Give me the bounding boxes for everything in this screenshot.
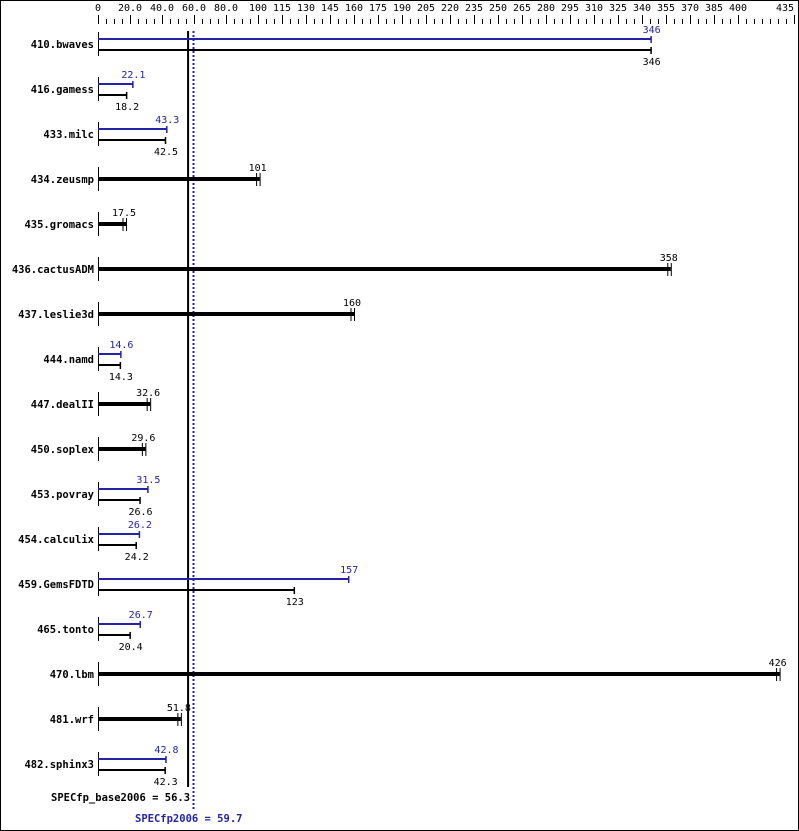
benchmark-label: 434.zeusmp	[31, 174, 94, 186]
axis-tick-label: 115	[273, 3, 291, 14]
benchmark-label: 450.soplex	[31, 444, 95, 456]
axis-tick-label: 205	[417, 3, 435, 14]
base-mean-label: SPECfp_base2006 = 56.3	[51, 792, 190, 804]
axis-tick-label: 160	[345, 3, 363, 14]
benchmark-label: 436.cactusADM	[12, 264, 94, 276]
peak-value-label: 14.6	[109, 340, 133, 351]
axis-tick-label: 250	[489, 3, 507, 14]
base-value-label: 18.2	[115, 102, 139, 113]
benchmark-label: 481.wrf	[50, 714, 94, 726]
benchmark-label: 416.gamess	[31, 84, 94, 96]
axis-tick-label: 400	[729, 3, 747, 14]
peak-value-label: 346	[643, 25, 661, 36]
base-value-label: 101	[249, 163, 267, 174]
base-value-label: 26.6	[129, 507, 153, 518]
base-value-label: 123	[286, 597, 304, 608]
axis-tick-label: 40.0	[150, 3, 174, 14]
base-value-label: 24.2	[125, 552, 149, 563]
axis-tick-label: 130	[297, 3, 315, 14]
benchmark-label: 453.povray	[31, 489, 95, 501]
axis-tick-label: 265	[513, 3, 531, 14]
axis-tick-label: 325	[609, 3, 627, 14]
benchmark-label: 459.GemsFDTD	[18, 579, 94, 591]
axis-tick-label: 20.0	[118, 3, 142, 14]
axis-tick-label: 355	[657, 3, 675, 14]
axis-tick-label: 370	[681, 3, 699, 14]
axis-tick-label: 0	[95, 3, 101, 14]
base-value-label: 20.4	[119, 642, 143, 653]
peak-value-label: 42.8	[154, 745, 178, 756]
benchmark-label: 470.lbm	[50, 669, 94, 681]
axis-tick-label: 235	[465, 3, 483, 14]
base-value-label: 51.8	[167, 703, 191, 714]
base-value-label: 42.5	[154, 147, 178, 158]
base-value-label: 14.3	[109, 372, 133, 383]
axis-tick-label: 60.0	[182, 3, 206, 14]
peak-value-label: 26.7	[129, 610, 153, 621]
axis-tick-label: 80.0	[214, 3, 238, 14]
peak-value-label: 31.5	[136, 475, 160, 486]
peak-mean-label: SPECfp2006 = 59.7	[135, 813, 242, 825]
benchmark-label: 444.namd	[43, 354, 94, 366]
base-value-label: 17.5	[112, 208, 136, 219]
peak-value-label: 22.1	[121, 70, 145, 81]
axis-tick-label: 435	[776, 3, 794, 14]
benchmark-label: 447.dealII	[31, 399, 94, 411]
axis-tick-label: 100	[249, 3, 267, 14]
benchmark-label: 435.gromacs	[24, 219, 94, 231]
base-value-label: 358	[660, 253, 678, 264]
base-value-label: 346	[643, 57, 661, 68]
benchmark-label: 437.leslie3d	[18, 309, 94, 321]
base-value-label: 426	[769, 658, 787, 669]
benchmark-label: 433.milc	[43, 129, 94, 141]
axis-tick-label: 295	[561, 3, 579, 14]
benchmark-label: 482.sphinx3	[24, 759, 94, 771]
axis-tick-label: 340	[633, 3, 651, 14]
base-value-label: 29.6	[131, 433, 155, 444]
benchmark-label: 465.tonto	[37, 624, 94, 636]
benchmark-label: 410.bwaves	[31, 39, 94, 51]
axis-tick-label: 190	[393, 3, 411, 14]
axis-tick-label: 175	[369, 3, 387, 14]
peak-value-label: 26.2	[128, 520, 152, 531]
axis-tick-label: 310	[585, 3, 603, 14]
benchmark-label: 454.calculix	[18, 534, 95, 546]
base-value-label: 42.3	[154, 777, 178, 788]
base-value-label: 32.6	[136, 388, 160, 399]
axis-tick-label: 220	[441, 3, 459, 14]
axis-tick-label: 145	[321, 3, 339, 14]
peak-value-label: 43.3	[155, 115, 179, 126]
axis-tick-label: 385	[705, 3, 723, 14]
peak-value-label: 157	[340, 565, 358, 576]
base-value-label: 160	[343, 298, 361, 309]
axis-tick-label: 280	[537, 3, 555, 14]
